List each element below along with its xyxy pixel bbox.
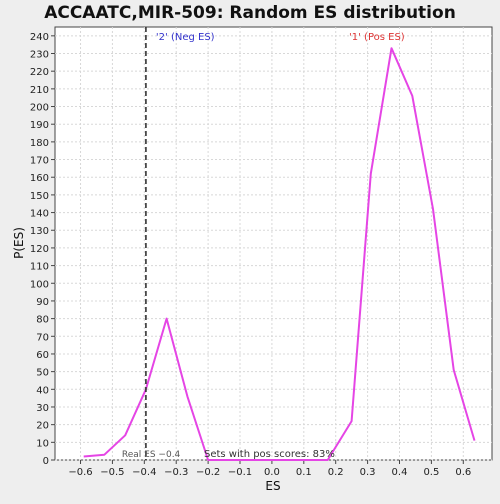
pos-es-label: '1' (Pos ES): [349, 32, 405, 43]
real-es-text: Real ES −0.4: [122, 450, 181, 460]
y-tick-label: 0: [43, 456, 49, 467]
y-tick-label: 120: [30, 244, 49, 255]
x-tick-label: −0.6: [68, 467, 92, 478]
x-tick-label: −0.3: [164, 467, 188, 478]
y-tick-label: 220: [30, 67, 49, 78]
x-tick-label: 0.2: [328, 467, 344, 478]
y-tick-label: 190: [30, 120, 49, 131]
x-tick-label: −0.2: [196, 467, 220, 478]
x-tick-label: 0.4: [392, 467, 408, 478]
y-axis-label: P(ES): [12, 227, 26, 259]
x-tick-label: −0.5: [100, 467, 124, 478]
chart-title: ACCAATC,MIR-509: Random ES distribution: [44, 3, 456, 23]
axes: 0 10 20 30 40 50 60 70 80 90 100 110 120 130 140 150 160…: [30, 32, 471, 478]
y-tick-label: 230: [30, 50, 49, 61]
x-axis-label: ES: [265, 479, 280, 493]
y-tick-label: 130: [30, 226, 49, 237]
series-layer: [83, 47, 476, 461]
y-tick-label: 200: [30, 103, 49, 114]
series-line: [83, 47, 476, 461]
y-tick-label: 50: [36, 368, 49, 379]
y-tick-label: 150: [30, 191, 49, 202]
neg-es-label: '2' (Neg ES): [156, 32, 215, 43]
y-tick-label: 70: [36, 332, 49, 343]
y-tick-label: 100: [30, 279, 49, 290]
x-tick-label: 0.6: [455, 467, 471, 478]
y-tick-label: 180: [30, 138, 49, 149]
x-tick-label: 0.5: [423, 467, 439, 478]
y-tick-label: 140: [30, 209, 49, 220]
y-tick-label: 110: [30, 262, 49, 273]
y-tick-label: 20: [36, 421, 49, 432]
y-tick-label: 10: [36, 438, 49, 449]
y-tick-label: 160: [30, 173, 49, 184]
x-tick-label: 0.3: [360, 467, 376, 478]
x-tick-label: −0.1: [228, 467, 252, 478]
y-tick-label: 240: [30, 32, 49, 43]
y-tick-label: 210: [30, 85, 49, 96]
y-tick-label: 40: [36, 385, 49, 396]
plot-area: [54, 26, 493, 461]
y-tick-label: 60: [36, 350, 49, 361]
y-tick-label: 80: [36, 315, 49, 326]
x-tick-label: 0.0: [264, 467, 280, 478]
x-tick-label: −0.4: [132, 467, 156, 478]
grid-lines: [55, 27, 492, 461]
pos-scores-text: Sets with pos scores: 83%: [204, 449, 335, 460]
x-tick-label: 0.1: [296, 467, 312, 478]
y-tick-label: 170: [30, 156, 49, 167]
y-tick-label: 90: [36, 297, 49, 308]
annotations: '2' (Neg ES) '1' (Pos ES) Real ES −0.4 Sets…: [122, 27, 405, 460]
y-tick-label: 30: [36, 403, 49, 414]
